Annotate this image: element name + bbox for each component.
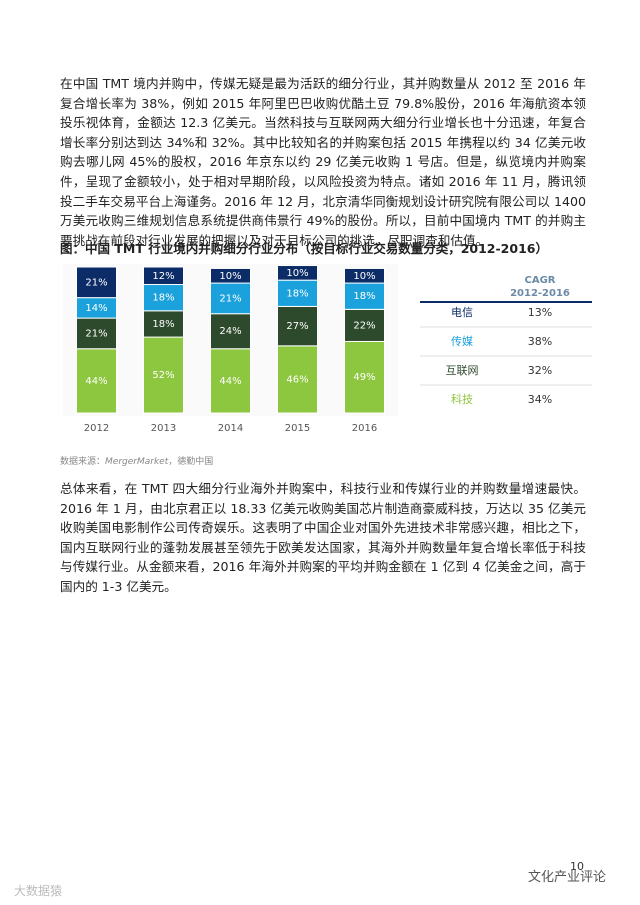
data-label: 21% [219,293,241,304]
data-label: 22% [353,320,375,331]
data-label: 18% [152,293,174,304]
bar-segment [344,340,385,414]
bar-segment [210,313,251,350]
data-label: 52% [152,370,174,381]
data-label: 18% [286,288,308,299]
table-label: 科技 [451,392,473,406]
data-label: 24% [219,326,241,337]
x-tick-label: 2015 [285,423,310,434]
x-tick-label: 2014 [218,423,243,434]
bar-segment [344,267,385,284]
figure-title: 图：中国 TMT 行业境内并购细分行业分布（按目标行业交易数量分类，2012-2… [60,241,548,256]
paragraph: 总体来看，在 TMT 四大细分行业海外并购案中，科技行业和传媒行业的并购数量增速… [60,481,586,594]
table-value: 32% [528,364,552,377]
bar-segment [76,348,117,414]
source: 数据来源：MergerMarket，德勤中国 [60,454,213,467]
source-label: 数据来源： [60,457,106,467]
data-label: 46% [286,374,308,385]
bar-segment [277,345,318,414]
table-value: 38% [528,335,552,348]
bar-segment [277,265,318,281]
bar-segment [210,282,251,315]
chart: CAGR 2012-2016 2012 44% 21% 14% 21% 2013 52% 18… [63,264,592,434]
table-label: 传媒 [451,335,473,348]
table-value: 34% [528,393,552,406]
table-value: 13% [528,306,552,319]
page-number: 10 [570,860,584,873]
x-tick-label: 2012 [84,423,109,434]
data-label: 49% [353,372,375,383]
paragraph: 在中国 TMT 境内并购中，传媒无疑是最为活跃的细分行业，其并购数量从 2012… [60,76,586,248]
source-name: MergerMarket [105,457,169,467]
data-label: 21% [85,277,107,288]
bar-segment [277,279,318,307]
data-label: 21% [85,328,107,339]
data-label: 10% [353,271,375,282]
data-label: 14% [85,303,107,314]
bar-segment [76,266,117,299]
bar-segment [344,308,385,342]
bar-segment [76,317,117,350]
data-label: 44% [219,376,241,387]
data-label: 10% [286,268,308,279]
bar-segment [143,310,184,338]
bar-segment [143,266,184,286]
bar-segment [210,267,251,284]
bar-segment [344,282,385,310]
bar-segment [143,284,184,312]
table-label: 电信 [451,306,473,319]
data-label: 12% [152,271,174,282]
table-header: CAGR [525,275,556,286]
data-label: 27% [286,321,308,332]
x-tick-label: 2016 [352,423,377,434]
bar-segment [143,336,184,414]
data-label: 44% [85,376,107,387]
table-label: 互联网 [446,364,479,377]
data-label: 10% [219,271,241,282]
watermark: 文化产业评论 [528,870,607,885]
data-label: 18% [152,319,174,330]
watermark: 大数据猿 [14,884,63,898]
bar-segment [210,348,251,414]
table-header: 2012-2016 [510,288,570,299]
source-rest: ，德勤中国 [168,457,214,467]
x-tick-label: 2013 [151,423,176,434]
data-label: 18% [353,291,375,302]
